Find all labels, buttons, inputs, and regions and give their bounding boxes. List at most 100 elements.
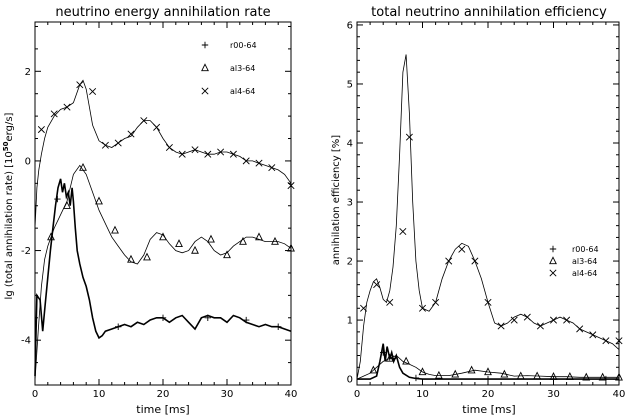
legend-label-r00-64: r00-64	[572, 245, 599, 254]
x-tick-label: 10	[416, 389, 429, 400]
point-al3-64	[402, 356, 411, 365]
point-al4-64	[127, 130, 135, 138]
chart-annihilation-rate: neutrino energy annihilation rate lg (to…	[2, 5, 297, 416]
point-al3-64	[500, 369, 509, 378]
y-tick-label: 2	[347, 257, 353, 268]
point-al4-64	[432, 298, 440, 306]
point-al3-64	[159, 232, 167, 241]
x-tick-label: 20	[157, 389, 170, 400]
point-al4-64	[165, 143, 173, 151]
x-tick-label: 20	[482, 389, 495, 400]
point-r00-64	[243, 316, 250, 324]
point-al3-64	[175, 239, 183, 247]
point-al4-64	[497, 322, 505, 330]
point-al4-64	[360, 304, 368, 312]
point-al4-64	[563, 316, 571, 324]
point-r00-64	[54, 195, 61, 203]
point-al4-64	[242, 157, 250, 165]
point-al4-64	[89, 87, 97, 95]
point-al3-64	[598, 372, 607, 381]
point-al4-64	[255, 159, 263, 167]
point-al3-64	[287, 243, 295, 252]
y-axis-label-unit: erg/s]	[4, 112, 15, 141]
y-tick-label: 1	[347, 316, 353, 327]
legend-marker-al4-64	[201, 87, 209, 95]
point-r00-64	[484, 375, 492, 383]
point-r00-64	[412, 374, 420, 382]
point-al4-64	[471, 257, 479, 265]
series-line-r00-64	[357, 343, 619, 380]
y-tick-label: -4	[21, 336, 31, 347]
x-axis-label: time [ms]	[136, 403, 189, 416]
point-al4-64	[405, 133, 413, 141]
point-al4-64	[217, 148, 225, 156]
point-al3-64	[582, 372, 591, 381]
point-r00-64	[380, 349, 387, 356]
point-al4-64	[268, 164, 276, 172]
point-al3-64	[565, 372, 574, 380]
y-tick-label: 4	[347, 139, 353, 150]
y-axis-label: lg (total annihilation rate) [1050erg/s]	[2, 112, 15, 299]
legend-label-al4-64: al4-64	[572, 269, 597, 278]
y-tick-label: 6	[347, 20, 353, 31]
series-line-al4-64	[34, 79, 292, 229]
point-al3-64	[533, 371, 542, 380]
point-al3-64	[451, 369, 460, 378]
point-al4-64	[510, 316, 518, 324]
point-al4-64	[445, 257, 453, 265]
point-al4-64	[76, 81, 84, 89]
legend-marker-al3-64	[201, 63, 209, 72]
point-al3-64	[95, 196, 103, 205]
chart-title: total neutrino annihilation efficiency	[371, 5, 607, 20]
point-al3-64	[255, 232, 263, 241]
point-al4-64	[373, 281, 381, 289]
point-al4-64	[101, 141, 109, 149]
chart-annihilation-efficiency: total neutrino annihilation efficiency a…	[331, 5, 625, 416]
point-al4-64	[287, 182, 295, 190]
point-al4-64	[191, 146, 199, 154]
x-tick-label: 0	[354, 389, 360, 400]
point-al4-64	[153, 123, 161, 131]
x-tick-label: 30	[221, 389, 234, 400]
point-al3-64	[434, 370, 443, 379]
point-al4-64	[229, 150, 237, 158]
legend-label-r00-64: r00-64	[230, 41, 257, 50]
y-axis-label: annihilation efficiency [%]	[331, 135, 342, 266]
x-tick-label: 0	[32, 389, 38, 400]
x-tick-label: 10	[93, 389, 106, 400]
point-al3-64	[484, 367, 492, 376]
point-al3-64	[207, 234, 215, 243]
series-line-al4-64	[356, 54, 620, 380]
point-al3-64	[271, 236, 279, 245]
point-al4-64	[484, 298, 492, 306]
point-al3-64	[111, 225, 119, 234]
legend-marker-al3-64	[549, 256, 557, 265]
plot-frame	[356, 21, 620, 386]
point-al4-64	[602, 337, 610, 345]
point-al3-64	[127, 254, 135, 263]
legend-label-al3-64: al3-64	[230, 64, 255, 73]
point-al4-64	[589, 331, 597, 339]
x-tick-label: 30	[547, 389, 560, 400]
point-al3-64	[63, 201, 71, 209]
point-al3-64	[191, 245, 199, 254]
y-tick-label: 0	[25, 156, 31, 167]
point-al4-64	[140, 117, 148, 125]
series-line-al3-64	[356, 355, 619, 380]
point-al4-64	[114, 139, 122, 147]
point-al4-64	[204, 150, 212, 158]
point-al3-64	[615, 372, 623, 381]
point-al3-64	[47, 232, 55, 241]
point-r00-64	[275, 323, 282, 330]
legend-marker-r00-64	[201, 41, 209, 49]
point-al3-64	[223, 250, 231, 259]
point-al4-64	[576, 325, 584, 333]
point-al3-64	[369, 365, 378, 374]
point-al4-64	[178, 150, 186, 158]
point-al3-64	[549, 372, 558, 380]
point-al4-64	[399, 228, 407, 236]
x-tick-label: 40	[613, 389, 625, 400]
point-r00-64	[602, 375, 610, 383]
point-al3-64	[239, 236, 247, 245]
